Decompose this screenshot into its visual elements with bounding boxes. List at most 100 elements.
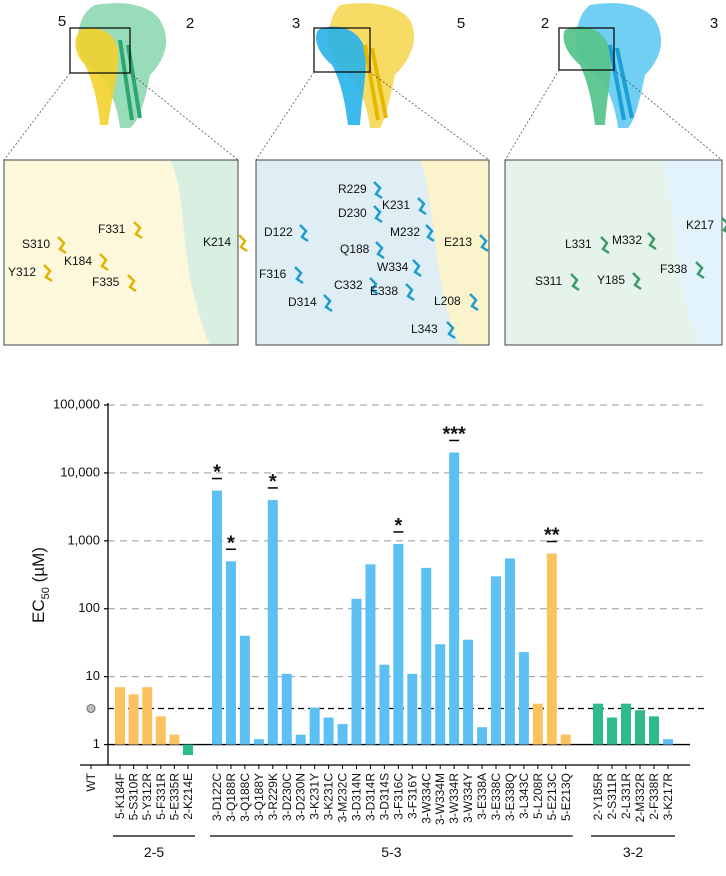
residue-stick <box>721 217 726 233</box>
y-axis-label-part: 50 <box>40 587 52 599</box>
chain-label: 5 <box>457 15 465 32</box>
residue-label: D314 <box>288 295 317 309</box>
bar <box>239 635 250 745</box>
x-tick-label: 2-Y185R <box>591 773 605 821</box>
bar <box>477 727 488 745</box>
x-tick-label: 3-W334M <box>433 773 447 825</box>
y-tick-label: 1 <box>93 736 100 751</box>
residue-stick <box>570 273 580 292</box>
bar <box>607 717 617 745</box>
x-tick-label: 3-K217R <box>661 773 675 821</box>
residue-stick <box>373 181 383 200</box>
x-tick-label: 5-E213C <box>545 773 559 821</box>
residue-label: F335 <box>92 275 120 289</box>
x-tick-label: 3-W334C <box>419 773 433 824</box>
bar <box>379 664 390 745</box>
bar <box>393 543 404 745</box>
bar <box>621 703 631 745</box>
x-tick-label: 3-W334R <box>447 773 461 824</box>
x-tick-label: 3-Q188C <box>238 773 252 822</box>
x-tick-label: 3-W334Y <box>461 773 475 823</box>
y-axis-label-part: EC <box>29 599 48 623</box>
bar <box>115 687 125 745</box>
x-tick-label: 3-E338A <box>475 773 489 820</box>
residue-label: W334 <box>377 260 409 274</box>
chain-label: 3 <box>292 15 300 32</box>
residue-stick <box>99 253 109 272</box>
x-tick-label: 5-E335R <box>167 773 181 821</box>
y-tick-label: 1,000 <box>67 532 100 547</box>
bar <box>253 739 264 745</box>
residue-stick <box>412 259 422 278</box>
bar <box>351 598 362 745</box>
bar <box>421 567 432 745</box>
residue-stick <box>127 274 137 293</box>
bar <box>142 687 153 745</box>
x-tick-label: 3-D314S <box>377 773 391 820</box>
residue-label: F338 <box>660 262 688 276</box>
y-tick-label: 100 <box>78 600 100 615</box>
bar <box>295 734 306 745</box>
bar <box>281 673 292 745</box>
residue-label: S311 <box>535 274 562 288</box>
residue-stick <box>323 294 333 313</box>
bar <box>225 561 236 745</box>
x-tick-label: 3-Q188R <box>224 773 238 822</box>
x-tick-label: 3-F316Y <box>405 773 419 819</box>
group-label: 3-2 <box>623 844 643 860</box>
residue-label: S310 <box>22 237 50 251</box>
x-tick-label: 3-D230C <box>280 773 294 821</box>
residue-label: M332 <box>612 233 642 247</box>
x-tick-label: 3-D314N <box>350 773 364 821</box>
residue-stick <box>600 236 610 255</box>
residue-stick <box>632 272 642 291</box>
x-tick-label: 5-E213Q <box>559 773 573 821</box>
residue-label: Y312 <box>8 265 36 279</box>
bar <box>546 553 557 745</box>
bar <box>407 673 418 745</box>
residue-stick <box>133 221 143 240</box>
residue-label: L208 <box>434 294 461 308</box>
chain-label: 3 <box>710 15 718 32</box>
residue-stick <box>369 277 379 296</box>
residue-label: E213 <box>444 235 472 249</box>
bar <box>463 639 474 745</box>
residue-stick <box>43 264 53 283</box>
bar <box>323 717 334 745</box>
residue-label: K217 <box>686 218 714 232</box>
residue-label: F316 <box>259 267 287 281</box>
x-tick-label: 5-K184F <box>113 773 127 819</box>
structure-1 <box>75 3 167 128</box>
significance: * <box>269 471 277 493</box>
residue-stick <box>647 232 657 251</box>
residue-label: C332 <box>334 278 363 292</box>
residue-stick <box>446 321 456 340</box>
bar <box>560 734 571 745</box>
bar <box>365 564 376 745</box>
residue-stick <box>417 197 427 216</box>
chain-label: 2 <box>541 15 549 32</box>
residue-stick <box>238 234 248 253</box>
bar <box>491 576 501 745</box>
group-label: 2-5 <box>144 844 164 860</box>
y-tick-label: 10,000 <box>60 464 100 479</box>
residue-label: K231 <box>382 198 410 212</box>
bar <box>593 703 603 745</box>
structures <box>3 3 723 346</box>
residue-stick <box>57 236 67 255</box>
bar <box>128 694 139 745</box>
residue-label: D230 <box>338 206 367 220</box>
bar <box>449 452 460 745</box>
residue-stick <box>479 234 489 253</box>
x-tick-label: 5-F331R <box>154 773 168 820</box>
structure-3 <box>563 3 662 128</box>
bar <box>267 499 278 745</box>
residue-stick <box>299 224 309 243</box>
significance: *** <box>442 423 466 445</box>
bar <box>183 744 193 756</box>
x-tick-label: 3-K231C <box>322 773 336 821</box>
residue-stick <box>373 205 383 224</box>
residue-label: L331 <box>565 237 592 251</box>
residue-stick <box>375 241 385 260</box>
residue-label: Y185 <box>597 273 625 287</box>
